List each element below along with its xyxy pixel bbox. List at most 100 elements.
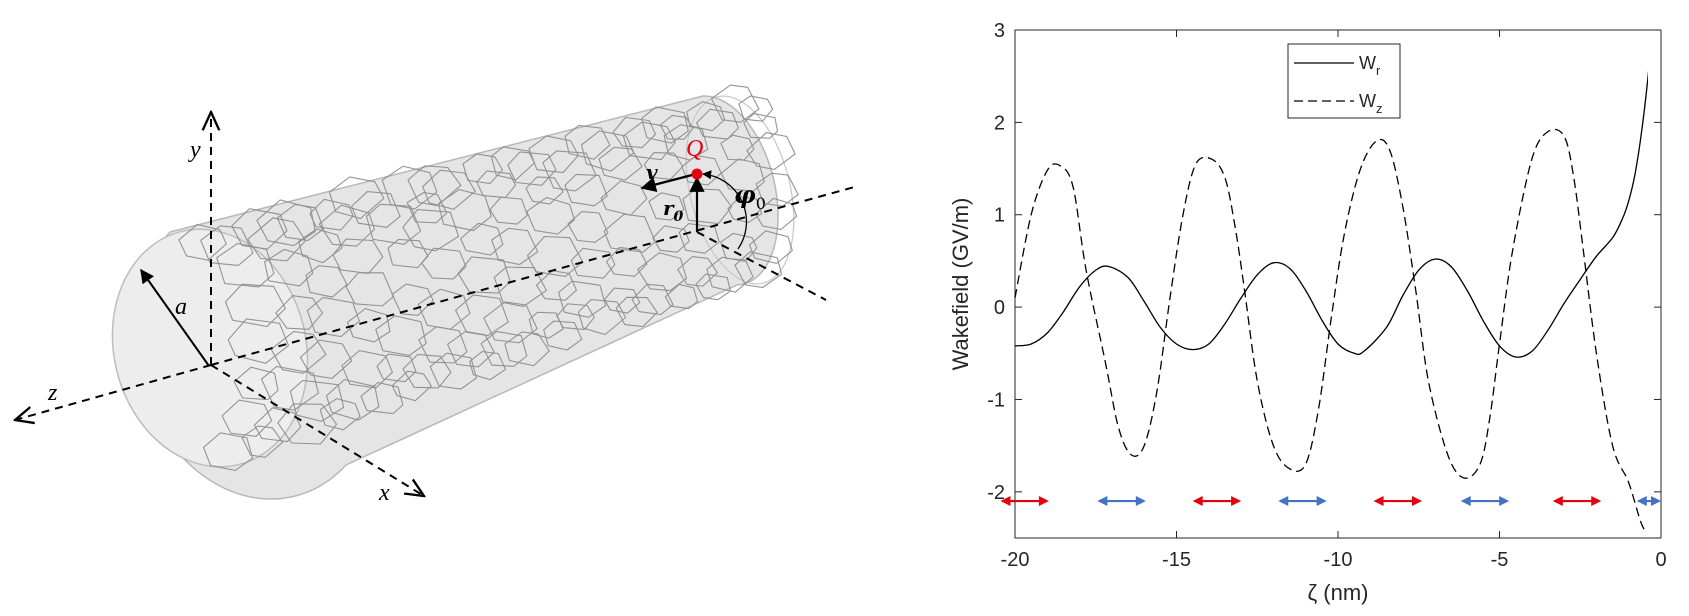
x-axis-label: x — [378, 480, 390, 506]
mesh-cell — [543, 320, 583, 351]
mesh-cell — [341, 350, 394, 389]
mesh-cell — [202, 432, 254, 471]
x-axis-title: ζ (nm) — [1307, 580, 1368, 605]
mesh-cell — [542, 150, 597, 192]
mesh-cell — [686, 101, 726, 132]
mesh-cell — [564, 173, 608, 207]
mesh-cell — [605, 246, 648, 277]
mesh-cell — [640, 106, 689, 144]
mesh-cell — [375, 315, 427, 356]
mesh-cell — [231, 208, 288, 250]
mesh-cell — [365, 203, 422, 245]
mesh-cell — [727, 196, 763, 223]
marker-red — [1373, 496, 1422, 507]
phi-angle-arc — [702, 170, 748, 250]
mesh-cell — [305, 265, 348, 298]
mesh-cell — [528, 311, 564, 339]
mesh-cell — [748, 230, 793, 264]
mesh-cell — [332, 238, 384, 274]
mesh-cell — [695, 273, 732, 301]
charge-dot — [691, 168, 703, 180]
mesh-cell — [468, 351, 507, 381]
mesh-cell — [489, 196, 529, 225]
mesh-cell — [391, 370, 433, 402]
legend: Wr Wz — [1287, 43, 1401, 119]
mesh-cell — [381, 165, 438, 210]
mesh-cell — [454, 294, 509, 337]
series-line-wz — [1014, 128, 1646, 530]
mesh-cell — [570, 247, 616, 279]
marker-red — [1552, 496, 1602, 507]
radius-arrow — [140, 268, 210, 367]
mesh-cell — [346, 307, 391, 343]
legend-label-wr: Wr — [1359, 53, 1381, 78]
mesh-cell — [603, 213, 656, 253]
y-axis-label: y — [188, 137, 201, 163]
charge-label: Q — [686, 136, 703, 162]
y-tick-label: 2 — [994, 112, 1005, 134]
mesh-cell — [402, 353, 452, 389]
mesh-cell — [319, 398, 361, 431]
cylinder-diagram: y z x a Q v r0 φ0 — [15, 84, 859, 506]
marker-blue — [1097, 496, 1146, 507]
mesh-cell — [622, 121, 676, 161]
mesh-cell — [604, 287, 641, 314]
mesh-cell — [406, 191, 448, 224]
mesh-cell — [652, 225, 690, 253]
y-axis-title: Wakefield (GV/m) — [948, 198, 973, 371]
mesh-cell — [480, 330, 528, 367]
mesh-cell — [421, 247, 467, 280]
mesh-cell — [678, 223, 720, 254]
mesh-cell — [526, 196, 576, 235]
velocity-arrow — [640, 172, 697, 192]
mesh-cell — [275, 295, 324, 330]
mesh-cell — [526, 235, 584, 277]
marker-blue — [1278, 496, 1327, 507]
marker-red — [1000, 496, 1049, 507]
mesh-cell — [507, 151, 557, 186]
offset-label-sub: 0 — [674, 209, 684, 225]
mesh-cell — [734, 251, 783, 289]
y-tick-label: 1 — [994, 205, 1005, 227]
mesh-cell — [253, 407, 302, 443]
mesh-cell — [298, 228, 343, 264]
marker-blue — [1460, 496, 1510, 507]
mesh-cell — [418, 326, 468, 364]
mesh-cell — [263, 248, 314, 287]
mesh-cell — [720, 158, 765, 192]
mesh-cell — [615, 296, 658, 328]
marker-red — [1192, 496, 1242, 507]
y-tick-label: -2 — [987, 482, 1005, 504]
mesh-cell — [677, 256, 719, 287]
mesh-cell — [446, 330, 495, 368]
mesh-cell — [483, 301, 538, 344]
offset-label: r0 — [663, 196, 684, 225]
voronoi-mesh — [178, 84, 799, 471]
x-tick-label: -5 — [1491, 549, 1509, 571]
mesh-cell — [491, 227, 539, 266]
mesh-cell — [598, 146, 643, 181]
mesh-cell — [738, 95, 774, 122]
mesh-cell — [306, 296, 361, 338]
mesh-cell — [681, 154, 722, 186]
mesh-cell — [528, 135, 579, 174]
x-tick-label: 0 — [1655, 549, 1666, 571]
mesh-cell — [504, 331, 551, 367]
mesh-cell — [233, 366, 279, 401]
mesh-cell — [462, 153, 504, 185]
cylinder-back-cap — [685, 95, 795, 285]
mesh-cell — [580, 130, 635, 172]
mesh-cell — [664, 283, 699, 310]
mesh-cell — [429, 352, 478, 390]
y-tick-label: 0 — [994, 297, 1005, 319]
mesh-cell — [309, 198, 354, 231]
phi-label-sub: 0 — [756, 194, 766, 213]
mesh-cell — [556, 303, 595, 331]
mesh-cell — [490, 146, 536, 181]
mesh-cell — [277, 403, 338, 445]
mesh-cell — [682, 188, 733, 225]
mesh-cell — [345, 272, 395, 307]
mesh-cell — [387, 238, 429, 269]
mesh-cell — [631, 283, 674, 316]
